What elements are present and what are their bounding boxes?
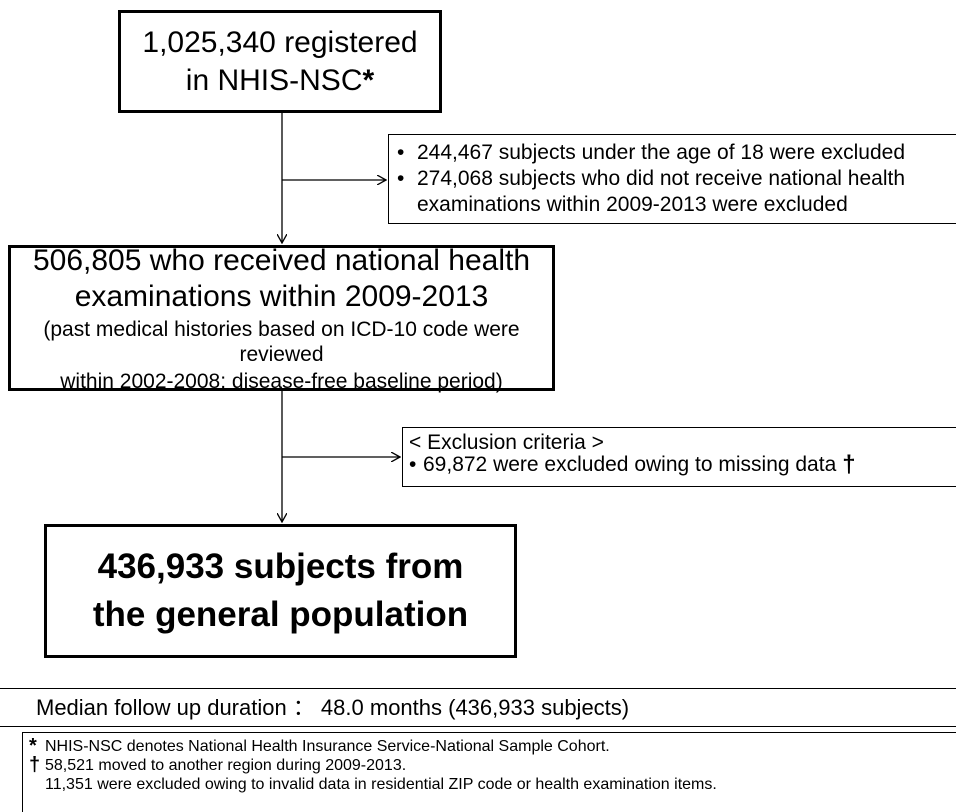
footnote-dagger-text: 58,521 moved to another region during 20… [45, 757, 407, 774]
examined-sub2: within 2002-2008: disease-free baseline … [60, 369, 503, 393]
registered-line1: 1,025,340 registered [142, 25, 418, 59]
final-cohort-box: 436,933 subjects from the general popula… [44, 524, 517, 658]
exclusion1-item-text: 244,467 subjects under the age of 18 wer… [417, 141, 906, 164]
registered-line2: in NHIS-NSC* [186, 62, 374, 100]
exclusion1-continuation: examinations within 2009-2013 were exclu… [417, 193, 848, 216]
dagger-symbol: † [29, 754, 41, 776]
exclusion1-item: • 244,467 subjects under the age of 18 w… [397, 140, 956, 166]
exclusion2-header: < Exclusion criteria > [409, 431, 604, 454]
footnote-star-text: NHIS-NSC denotes National Health Insuran… [45, 738, 610, 755]
bullet-icon: • [409, 453, 417, 476]
exclusion-box-1: • 244,467 subjects under the age of 18 w… [388, 134, 956, 224]
examined-sub1: (past medical histories based on ICD-10 … [43, 317, 520, 366]
exclusion-box-2: < Exclusion criteria > • 69,872 were exc… [402, 427, 956, 487]
asterisk-symbol: * [29, 735, 37, 757]
footnote-dagger-text-2: 11,351 were excluded owing to invalid da… [45, 776, 717, 793]
exclusion1-item: • 274,068 subjects who did not receive n… [397, 166, 956, 192]
final-cohort-line2: the general population [92, 595, 469, 634]
bullet-icon: • [397, 141, 405, 164]
registered-box: 1,025,340 registered in NHIS-NSC* [118, 10, 442, 113]
bullet-icon: • [397, 167, 405, 190]
exclusion2-item-text: 69,872 were excluded owing to missing da… [423, 453, 837, 476]
footnotes-box: * NHIS-NSC denotes National Health Insur… [22, 732, 956, 812]
dagger-mark: † [842, 451, 856, 478]
footnote-dagger: † 58,521 moved to another region during … [29, 754, 956, 776]
asterisk-mark: * [362, 63, 375, 97]
registered-source: in NHIS-NSC [185, 63, 363, 97]
median-follow-up: Median follow up duration ： 48.0 months … [0, 688, 956, 727]
examined-line2: examinations within 2009-2013 [74, 279, 489, 313]
examined-box: 506,805 who received national health exa… [8, 243, 555, 393]
footnote-star: * NHIS-NSC denotes National Health Insur… [29, 735, 956, 757]
examined-line1: 506,805 who received national health [32, 243, 531, 277]
exclusion1-item-text: 274,068 subjects who did not receive nat… [417, 167, 906, 190]
final-cohort-line1: 436,933 subjects from [97, 547, 464, 586]
exclusion2-item: • 69,872 were excluded owing to missing … [409, 451, 956, 478]
